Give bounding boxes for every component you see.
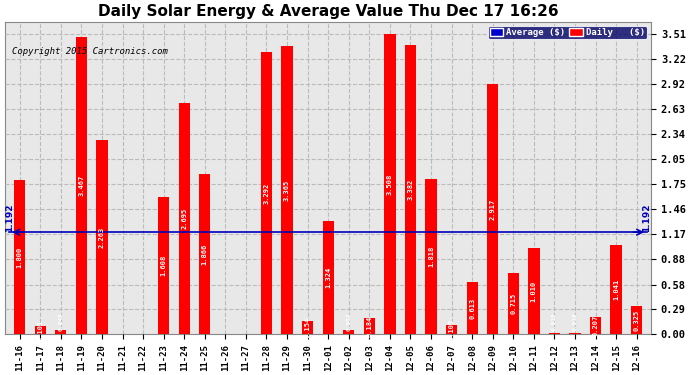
Text: 2.263: 2.263 [99, 227, 105, 248]
Bar [343, 330, 355, 334]
Bar [261, 53, 272, 334]
Text: 3.508: 3.508 [387, 173, 393, 195]
Bar [384, 34, 395, 334]
Bar [529, 248, 540, 334]
Bar [508, 273, 519, 334]
Text: 3.292: 3.292 [264, 183, 270, 204]
Text: 2.695: 2.695 [181, 208, 187, 230]
Text: 1.866: 1.866 [201, 244, 208, 265]
Text: 1.800: 1.800 [17, 246, 23, 268]
Text: 0.207: 0.207 [593, 315, 599, 336]
Text: 2.917: 2.917 [490, 199, 495, 220]
Text: 0.052: 0.052 [346, 312, 351, 331]
Bar [466, 282, 477, 334]
Text: 0.715: 0.715 [511, 293, 516, 314]
Bar [487, 84, 498, 334]
Bar [179, 104, 190, 334]
Text: 1.010: 1.010 [531, 280, 537, 302]
Text: 0.105: 0.105 [448, 319, 455, 340]
Bar [446, 325, 457, 334]
Text: 1.192: 1.192 [642, 204, 651, 232]
Bar [76, 38, 87, 334]
Text: 1.192: 1.192 [5, 204, 14, 232]
Text: 0.613: 0.613 [469, 297, 475, 319]
Bar [569, 333, 581, 334]
Bar [302, 321, 313, 334]
Title: Daily Solar Energy & Average Value Thu Dec 17 16:26: Daily Solar Energy & Average Value Thu D… [98, 4, 558, 19]
Text: Copyright 2015 Cartronics.com: Copyright 2015 Cartronics.com [12, 47, 168, 56]
Text: 0.018: 0.018 [573, 312, 578, 331]
Legend: Average ($), Daily   ($): Average ($), Daily ($) [488, 26, 647, 39]
Text: 1.041: 1.041 [613, 279, 619, 300]
Bar [364, 318, 375, 334]
Text: 0.101: 0.101 [37, 319, 43, 340]
Bar [611, 245, 622, 334]
Text: 3.382: 3.382 [408, 179, 413, 200]
Text: 3.467: 3.467 [79, 175, 84, 196]
Bar [590, 316, 601, 334]
Bar [34, 326, 46, 334]
Text: 0.184: 0.184 [366, 316, 373, 337]
Bar [631, 306, 642, 334]
Text: 1.324: 1.324 [325, 267, 331, 288]
Bar [199, 174, 210, 334]
Text: 0.010: 0.010 [552, 312, 557, 331]
Bar [549, 333, 560, 334]
Bar [55, 330, 66, 334]
Bar [405, 45, 416, 334]
Text: 3.365: 3.365 [284, 180, 290, 201]
Bar [322, 221, 334, 334]
Text: 1.818: 1.818 [428, 246, 434, 267]
Bar [14, 180, 26, 334]
Text: 0.325: 0.325 [633, 310, 640, 331]
Bar [158, 196, 169, 334]
Bar [282, 46, 293, 334]
Bar [425, 178, 437, 334]
Bar [97, 141, 108, 334]
Text: 0.045: 0.045 [58, 312, 63, 331]
Text: 0.154: 0.154 [304, 317, 310, 338]
Text: 1.608: 1.608 [161, 255, 167, 276]
